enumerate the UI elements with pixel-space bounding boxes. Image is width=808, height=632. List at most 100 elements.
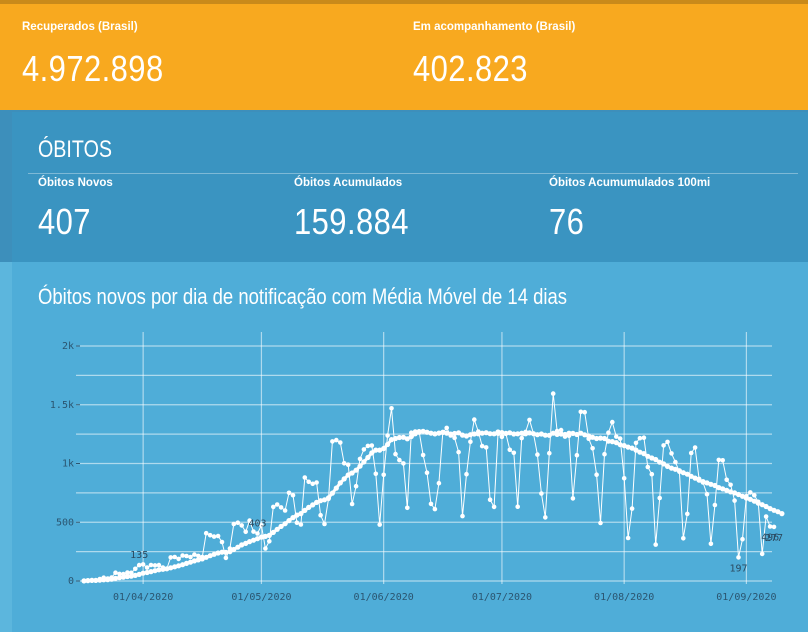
moving-average-point — [290, 515, 296, 521]
moving-average-point — [235, 544, 241, 550]
moving-average-point — [286, 518, 292, 524]
daily-deaths-point — [629, 506, 635, 511]
moving-average-point — [109, 576, 115, 582]
y-tick-label: 2k — [62, 341, 74, 352]
daily-deaths-point — [357, 456, 363, 462]
daily-deaths-point — [681, 536, 686, 541]
moving-average-point — [412, 431, 418, 437]
moving-average-point — [195, 557, 201, 563]
moving-average-point — [448, 431, 454, 437]
moving-average-point — [345, 472, 351, 478]
moving-average-point — [191, 558, 197, 564]
daily-deaths-point — [752, 493, 757, 498]
moving-average-point — [148, 569, 154, 575]
daily-deaths-point — [688, 450, 694, 456]
daily-deaths-point — [148, 562, 154, 568]
daily-deaths-point — [452, 435, 457, 441]
moving-average-point — [530, 431, 537, 437]
daily-deaths-point — [460, 513, 465, 519]
daily-deaths-point — [444, 425, 450, 431]
moving-average-point — [491, 431, 497, 437]
moving-average-point — [704, 480, 710, 486]
moving-average-point — [633, 447, 639, 453]
moving-average-point — [661, 461, 667, 467]
moving-average-point — [629, 445, 635, 451]
daily-deaths-point — [740, 536, 745, 542]
moving-average-point — [684, 471, 690, 477]
moving-average-point — [144, 569, 150, 576]
daily-deaths-point — [543, 515, 548, 520]
daily-deaths-point — [570, 496, 576, 501]
moving-average-point — [436, 430, 442, 436]
daily-deaths-point — [424, 470, 430, 475]
moving-average-point — [258, 534, 264, 540]
daily-deaths-point — [728, 482, 733, 488]
moving-average-point — [408, 433, 414, 440]
moving-average-point — [105, 577, 111, 583]
daily-deaths-point — [716, 457, 722, 463]
daily-deaths-point — [349, 501, 355, 507]
daily-deaths-point — [389, 406, 394, 411]
moving-average-point — [503, 430, 509, 436]
moving-average-point — [546, 432, 552, 438]
moving-average-point — [471, 431, 477, 437]
moving-average-point — [247, 539, 253, 545]
daily-deaths-point — [692, 445, 698, 450]
moving-average-point — [298, 511, 304, 517]
moving-average-point — [755, 500, 761, 506]
moving-average-point — [763, 503, 769, 510]
daily-deaths-point — [420, 452, 426, 458]
daily-deaths-point — [251, 529, 256, 534]
moving-average-point — [215, 550, 221, 556]
daily-deaths-point — [322, 521, 327, 527]
daily-deaths-point — [547, 450, 552, 456]
moving-average-point — [250, 537, 257, 543]
daily-deaths-point — [207, 532, 213, 538]
moving-average-point — [554, 431, 560, 437]
daily-deaths-point — [637, 435, 643, 441]
daily-deaths-point — [247, 518, 252, 523]
moving-average-point — [680, 470, 686, 476]
daily-deaths-point — [286, 490, 292, 496]
daily-deaths-point — [203, 530, 209, 536]
moving-average-point — [124, 573, 130, 580]
daily-deaths-point — [274, 502, 280, 507]
data-label: 197 — [729, 563, 747, 574]
moving-average-point — [357, 463, 363, 469]
daily-deaths-point — [381, 472, 387, 478]
moving-average-point — [388, 437, 395, 443]
daily-deaths-point — [267, 539, 272, 544]
daily-deaths-point — [712, 502, 718, 508]
moving-average-point — [270, 529, 276, 535]
daily-deaths-point — [491, 504, 497, 510]
moving-average-point — [116, 575, 123, 581]
moving-average-point — [365, 454, 371, 461]
moving-average-point — [160, 566, 166, 572]
moving-average-point — [302, 507, 308, 513]
x-tick-label: 01/08/2020 — [594, 592, 654, 603]
daily-deaths-point — [219, 539, 225, 545]
moving-average-point — [747, 496, 753, 502]
daily-deaths-point — [290, 492, 296, 498]
daily-deaths-point — [519, 435, 524, 441]
y-tick-label: 500 — [56, 517, 74, 528]
moving-average-point — [649, 455, 655, 461]
daily-deaths-point — [720, 458, 725, 463]
daily-deaths-point — [550, 391, 556, 396]
daily-deaths-point — [472, 417, 477, 422]
moving-average-point — [207, 553, 213, 559]
daily-deaths-point — [614, 434, 619, 439]
daily-deaths-point — [590, 446, 595, 451]
moving-average-point — [523, 431, 529, 437]
daily-deaths-point — [310, 481, 316, 487]
moving-average-point — [515, 431, 521, 437]
moving-average-point — [467, 432, 473, 438]
daily-deaths-point — [223, 555, 229, 561]
moving-average-point — [101, 577, 107, 583]
daily-deaths-point — [409, 430, 414, 435]
moving-average-point — [183, 560, 190, 566]
daily-deaths-point — [511, 450, 517, 456]
moving-average-point — [254, 536, 261, 542]
daily-deaths-point — [255, 531, 260, 536]
daily-deaths-point — [231, 521, 237, 527]
